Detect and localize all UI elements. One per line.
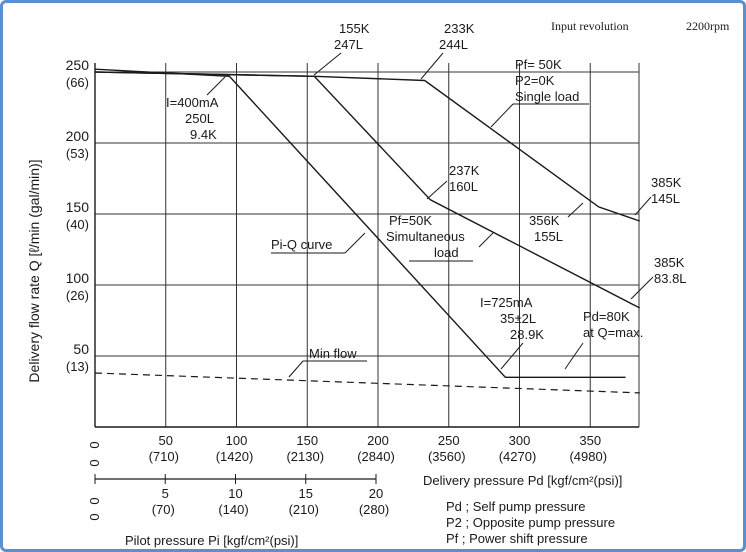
input-revolution-label: Input revolution	[551, 19, 629, 33]
leader-i400ma	[206, 76, 226, 96]
x-tick-sub-100: (1420)	[216, 449, 254, 464]
y-tick-100: 100	[66, 270, 90, 286]
x-tick-300: 300	[509, 433, 531, 448]
x-tick-sub-50: (710)	[149, 449, 179, 464]
series-line-2	[94, 68, 626, 378]
annotation-155k: 155K	[339, 21, 370, 36]
x-tick-sub-0: 0	[87, 459, 102, 466]
annotation-pf50k-simul: Pf=50K	[389, 213, 432, 228]
x-tick-100: 100	[226, 433, 248, 448]
series-lines	[94, 68, 641, 394]
annotation-244l: 244L	[439, 37, 468, 52]
y-tick-150: 150	[66, 199, 90, 215]
y-tick-sub-150: (40)	[66, 217, 89, 232]
legend-entry-pd: Pd ; Self pump pressure	[446, 499, 585, 514]
annotation-250l: 250L	[185, 111, 214, 126]
leader-i725ma	[500, 342, 524, 370]
x-tick-sub-350: (4980)	[569, 449, 607, 464]
annotation-247l: 247L	[334, 37, 363, 52]
annotation-155l: 155L	[534, 229, 563, 244]
y-tick-sub-250: (66)	[66, 75, 89, 90]
annotation-at-qmax: at Q=max.	[583, 325, 643, 340]
input-revolution-value: 2200rpm	[686, 19, 730, 33]
pilot-tick-15: 15	[299, 486, 313, 501]
pilot-axis: 0 0 5(70) 10(140) 15(210) 20(280)	[87, 474, 389, 521]
leader-237k	[426, 180, 448, 200]
leader-233k	[420, 52, 444, 80]
x-axis-title: Delivery pressure Pd [kgf/cm²(psi)]	[423, 473, 622, 488]
annotation-single-load: Single load	[515, 89, 579, 104]
x-tick-sub-200: (2840)	[357, 449, 395, 464]
annotation-233k: 233K	[444, 21, 475, 36]
pump-flow-chart: Input revolution 2200rpm Delivery flow r…	[26, 19, 730, 548]
grid-lines	[95, 63, 639, 427]
y-tick-labels: 50 (13) 100 (26) 150 (40) 200 (53) 250 (66)	[66, 57, 90, 374]
leader-385k-a	[634, 196, 652, 216]
annotation-237k: 237K	[449, 163, 480, 178]
annotation-load: load	[434, 245, 459, 260]
y-tick-sub-200: (53)	[66, 146, 89, 161]
annotation-145l: 145L	[651, 191, 680, 206]
leader-385k-b	[630, 276, 654, 300]
annotation-p2-0k: P2=0K	[515, 73, 555, 88]
x-tick-sub-150: (2130)	[286, 449, 324, 464]
annotation-simultaneous: Simultaneous	[386, 229, 465, 244]
annotation-385k-b: 385K	[654, 255, 685, 270]
annotation-i725ma: I=725mA	[480, 295, 533, 310]
y-tick-50: 50	[73, 341, 89, 357]
pilot-tick-0: 0	[87, 497, 102, 504]
annotation-pd80k: Pd=80K	[583, 309, 630, 324]
pilot-tick-sub-5: (70)	[152, 502, 175, 517]
annotation-pi-q-curve: Pi-Q curve	[271, 237, 332, 252]
x-tick-150: 150	[296, 433, 318, 448]
pilot-tick-5: 5	[162, 486, 169, 501]
annotation-pf50k-single: Pf= 50K	[515, 57, 562, 72]
series-line-1	[94, 71, 641, 309]
x-tick-200: 200	[367, 433, 389, 448]
pilot-tick-sub-20: (280)	[359, 502, 389, 517]
leader-356k	[567, 202, 584, 218]
annotation-min-flow: Min flow	[309, 346, 357, 361]
leader-155k	[313, 52, 342, 76]
y-axis-title: Delivery flow rate Q [ℓ/min (gal/min)]	[26, 159, 42, 382]
pilot-tick-20: 20	[369, 486, 383, 501]
leader-single-load	[490, 103, 514, 128]
annotation-385k-a: 385K	[651, 175, 682, 190]
pilot-tick-sub-10: (140)	[218, 502, 248, 517]
leader-pi-q-curve	[344, 232, 366, 254]
annotation-9-4k: 9.4K	[190, 127, 217, 142]
y-tick-250: 250	[66, 57, 90, 73]
y-tick-sub-50: (13)	[66, 359, 89, 374]
x-tick-sub-250: (3560)	[428, 449, 466, 464]
x-tick-250: 250	[438, 433, 460, 448]
annotation-i400ma: I=400mA	[166, 95, 219, 110]
x-tick-350: 350	[579, 433, 601, 448]
x-tick-0: 0	[87, 441, 102, 448]
legend: Pd ; Self pump pressure P2 ; Opposite pu…	[446, 499, 615, 546]
x-tick-50: 50	[159, 433, 173, 448]
annotation-356k: 356K	[529, 213, 560, 228]
annotation-35-2l: 35±2L	[500, 311, 536, 326]
leader-min-flow	[288, 360, 304, 378]
pilot-tick-sub-0: 0	[87, 513, 102, 520]
pilot-axis-title: Pilot pressure Pi [kgf/cm²(psi)]	[125, 533, 298, 548]
annotation-83-8l: 83.8L	[654, 271, 687, 286]
x-tick-sub-300: (4270)	[499, 449, 537, 464]
x-tick-labels: 0050(710)100(1420)150(2130)200(2840)250(…	[87, 433, 607, 467]
pilot-tick-sub-15: (210)	[289, 502, 319, 517]
annotations: 155K 247L 233K 244L Pf= 50K P2=0K Single…	[166, 21, 687, 378]
legend-entry-p2: P2 ; Opposite pump pressure	[446, 515, 615, 530]
leader-pd80k	[564, 342, 584, 370]
legend-entry-pf: Pf ; Power shift pressure	[446, 531, 588, 546]
leader-simultaneous	[478, 232, 494, 248]
axes	[94, 63, 640, 428]
annotation-160l: 160L	[449, 179, 478, 194]
y-tick-200: 200	[66, 128, 90, 144]
annotation-28-9k: 28.9K	[510, 327, 544, 342]
pilot-tick-10: 10	[228, 486, 242, 501]
y-tick-sub-100: (26)	[66, 288, 89, 303]
min-flow-line-3	[94, 372, 640, 394]
